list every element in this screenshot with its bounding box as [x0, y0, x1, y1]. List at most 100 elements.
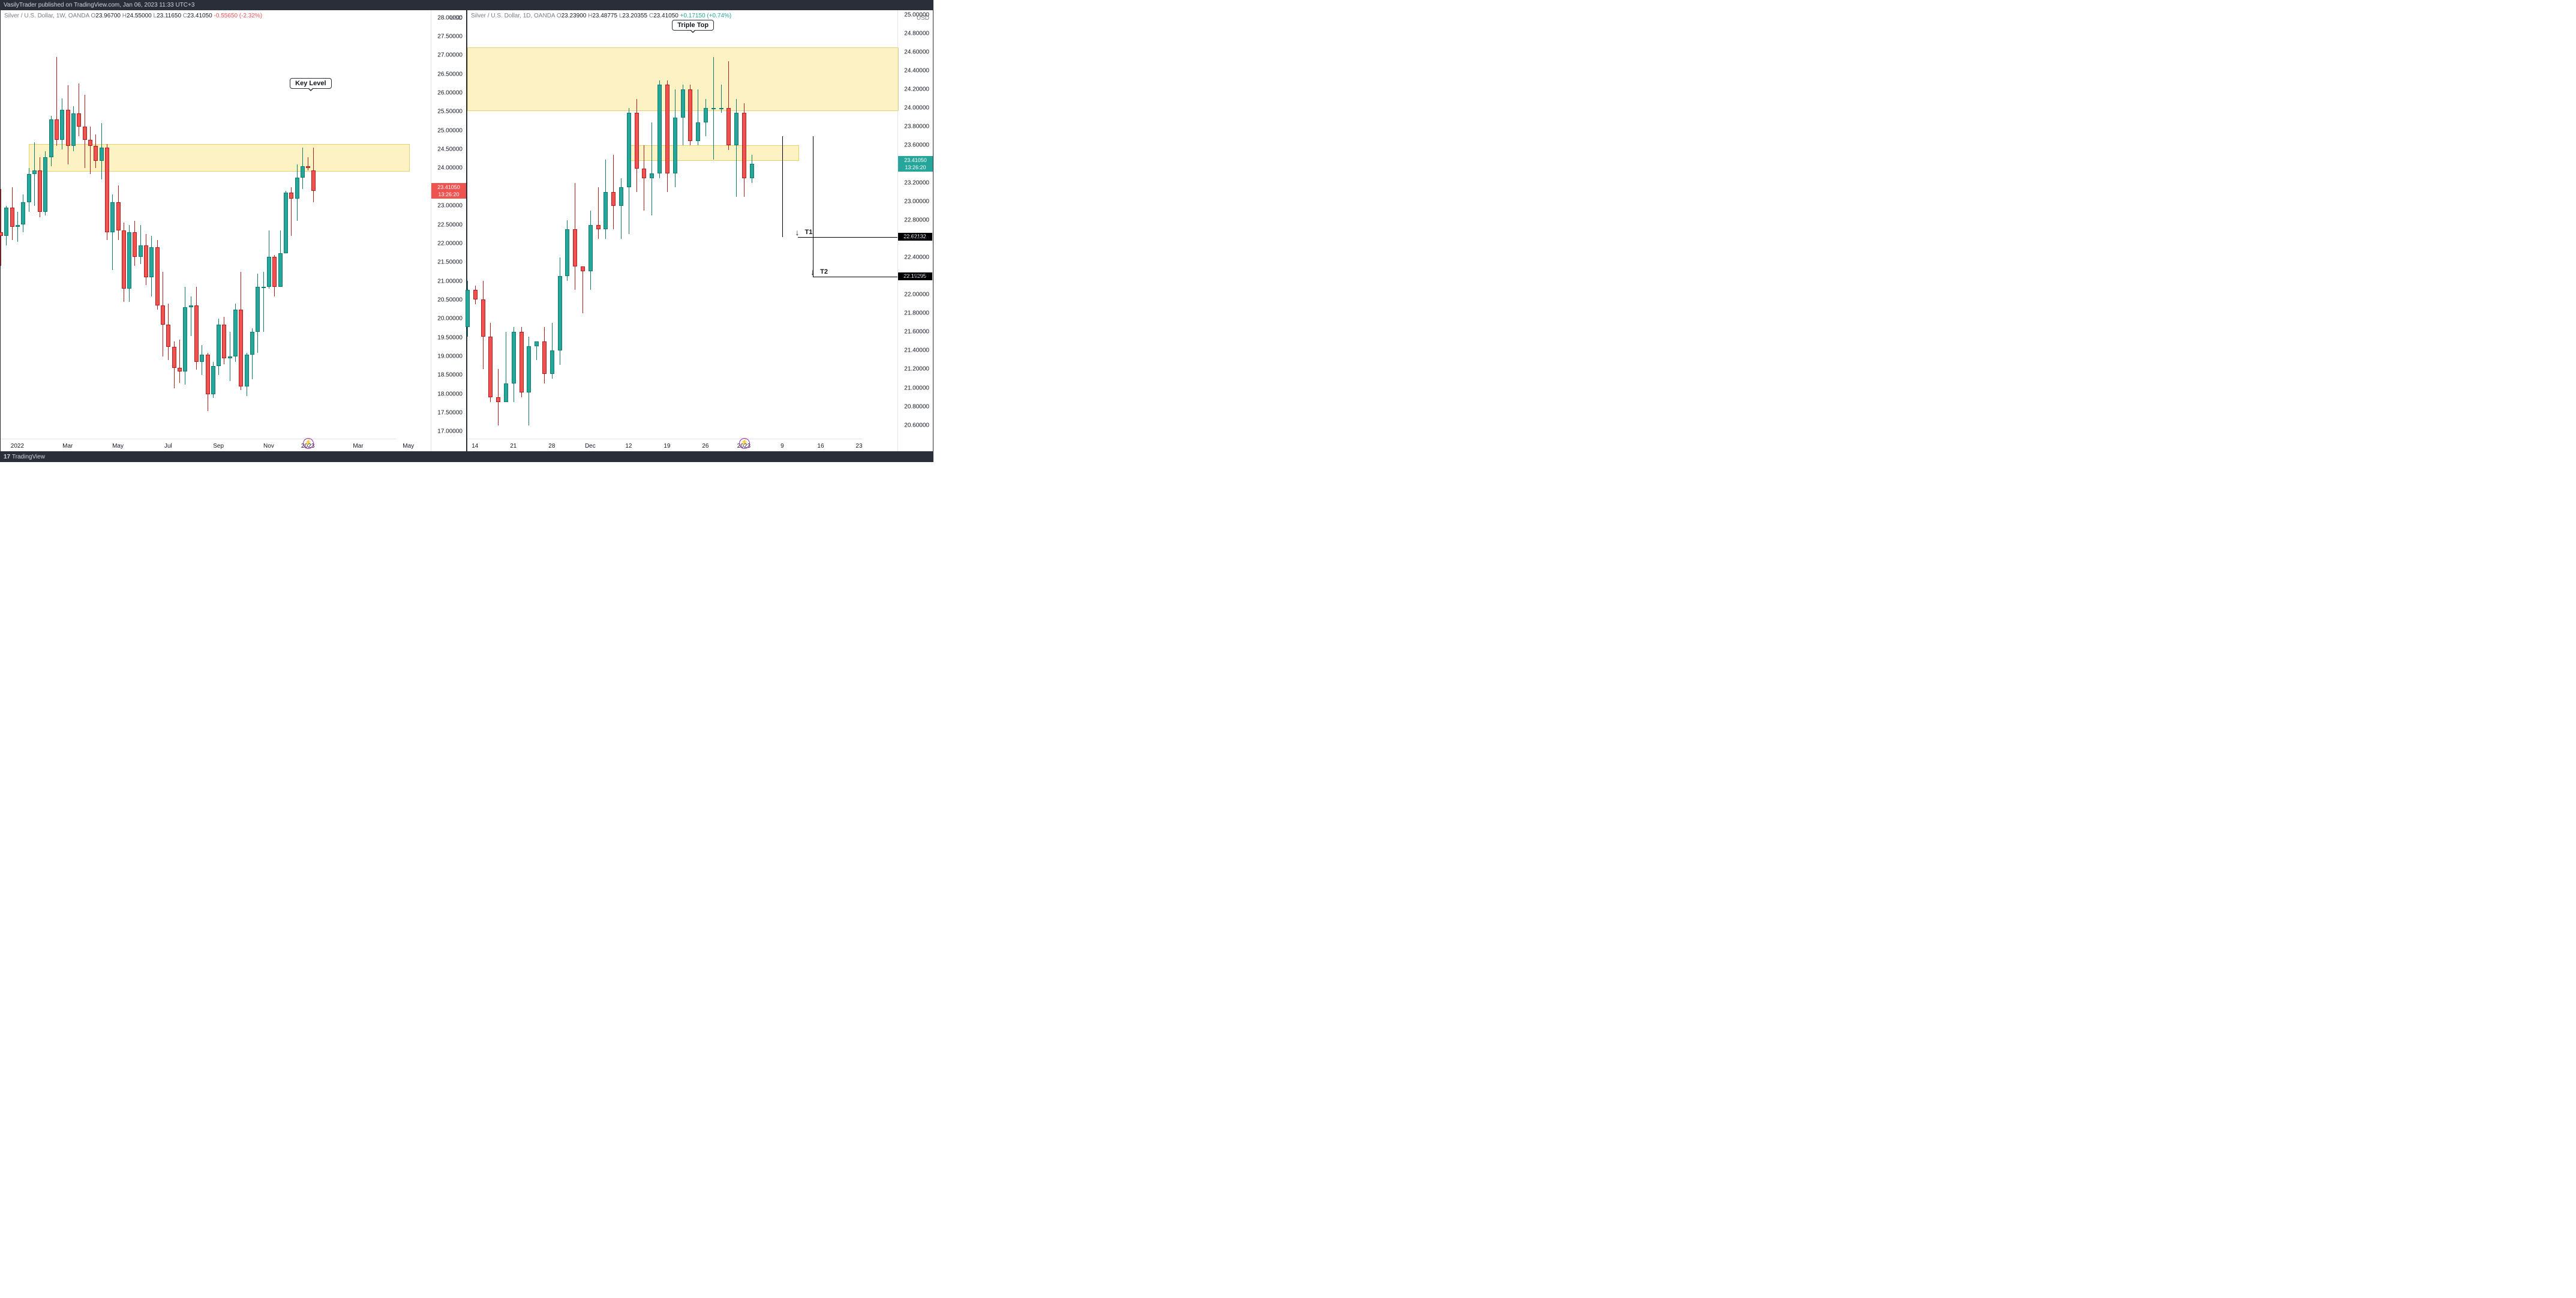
candle[interactable] [83, 10, 87, 439]
candle[interactable] [149, 10, 154, 439]
candle[interactable] [750, 10, 754, 439]
candle[interactable] [43, 10, 47, 439]
candle[interactable] [627, 10, 631, 439]
candle[interactable] [573, 10, 577, 439]
candle[interactable] [673, 10, 677, 439]
candle[interactable] [267, 10, 271, 439]
candle[interactable] [116, 10, 121, 439]
candle[interactable] [589, 10, 593, 439]
candle[interactable] [272, 10, 277, 439]
candle[interactable] [239, 10, 243, 439]
candle[interactable] [194, 10, 199, 439]
candle[interactable] [127, 10, 131, 439]
earnings-icon[interactable]: ⚡ [739, 438, 750, 449]
candle[interactable] [284, 10, 288, 439]
candle[interactable] [512, 10, 516, 439]
candle[interactable] [4, 10, 8, 439]
candle[interactable] [60, 10, 64, 439]
candle[interactable] [311, 10, 316, 439]
candle[interactable] [110, 10, 115, 439]
panel-left[interactable]: Silver / U.S. Dollar, 1W, OANDA O23.9670… [0, 10, 467, 452]
candle[interactable] [665, 10, 669, 439]
callout-label[interactable]: Key Level [290, 78, 331, 89]
candle[interactable] [166, 10, 170, 439]
panel-right[interactable]: Silver / U.S. Dollar, 1D, OANDA O23.2390… [467, 10, 933, 452]
candle[interactable] [71, 10, 76, 439]
candle[interactable] [161, 10, 165, 439]
candle[interactable] [245, 10, 249, 439]
candle[interactable] [278, 10, 283, 439]
candle[interactable] [688, 10, 692, 439]
candle[interactable] [619, 10, 623, 439]
candle[interactable] [726, 10, 731, 439]
candle[interactable] [122, 10, 126, 439]
candle[interactable] [527, 10, 531, 439]
candle[interactable] [681, 10, 685, 439]
candle[interactable] [504, 10, 508, 439]
candle[interactable] [565, 10, 569, 439]
candle[interactable] [734, 10, 738, 439]
candle[interactable] [542, 10, 547, 439]
candle[interactable] [228, 10, 232, 439]
candle[interactable] [172, 10, 176, 439]
candle[interactable] [183, 10, 187, 439]
candle[interactable] [27, 10, 31, 439]
candle[interactable] [306, 10, 310, 439]
candle[interactable] [635, 10, 639, 439]
candle[interactable] [496, 10, 500, 439]
candle[interactable] [657, 10, 662, 439]
candle[interactable] [16, 10, 20, 439]
candle[interactable] [250, 10, 254, 439]
candle[interactable] [144, 10, 148, 439]
candle[interactable] [535, 10, 539, 439]
candle[interactable] [66, 10, 70, 439]
candle[interactable] [611, 10, 616, 439]
candle[interactable] [301, 10, 305, 439]
candle[interactable] [696, 10, 700, 439]
candle[interactable] [100, 10, 104, 439]
candle[interactable] [558, 10, 562, 439]
candle[interactable] [211, 10, 215, 439]
candle[interactable] [256, 10, 260, 439]
candle[interactable] [711, 10, 716, 439]
candle[interactable] [32, 10, 37, 439]
candle[interactable] [704, 10, 708, 439]
candle[interactable] [206, 10, 210, 439]
plot-right[interactable]: Silver / U.S. Dollar, 1D, OANDA O23.2390… [467, 10, 897, 451]
candle[interactable] [189, 10, 193, 439]
candle[interactable] [0, 10, 3, 439]
candle[interactable] [155, 10, 160, 439]
candle[interactable] [77, 10, 81, 439]
candle[interactable] [520, 10, 524, 439]
candle[interactable] [55, 10, 59, 439]
candle[interactable] [222, 10, 226, 439]
candle[interactable] [262, 10, 266, 439]
candle[interactable] [642, 10, 646, 439]
candle[interactable] [200, 10, 204, 439]
candle[interactable] [466, 10, 470, 439]
candle[interactable] [295, 10, 299, 439]
candle[interactable] [178, 10, 182, 439]
candle[interactable] [38, 10, 42, 439]
candle[interactable] [105, 10, 109, 439]
candle[interactable] [139, 10, 143, 439]
candle[interactable] [581, 10, 585, 439]
candle[interactable] [604, 10, 608, 439]
candle[interactable] [133, 10, 137, 439]
candle[interactable] [21, 10, 25, 439]
candle[interactable] [88, 10, 92, 439]
candle[interactable] [233, 10, 238, 439]
candle[interactable] [742, 10, 746, 439]
candle[interactable] [488, 10, 493, 439]
candle[interactable] [289, 10, 293, 439]
candle[interactable] [596, 10, 601, 439]
candle[interactable] [10, 10, 14, 439]
candle[interactable] [217, 10, 221, 439]
plot-left[interactable]: Silver / U.S. Dollar, 1W, OANDA O23.9670… [1, 10, 431, 451]
candle[interactable] [719, 10, 723, 439]
callout-label[interactable]: Triple Top [672, 20, 714, 31]
candle[interactable] [473, 10, 478, 439]
candle[interactable] [550, 10, 554, 439]
candle[interactable] [650, 10, 654, 439]
candle[interactable] [94, 10, 98, 439]
